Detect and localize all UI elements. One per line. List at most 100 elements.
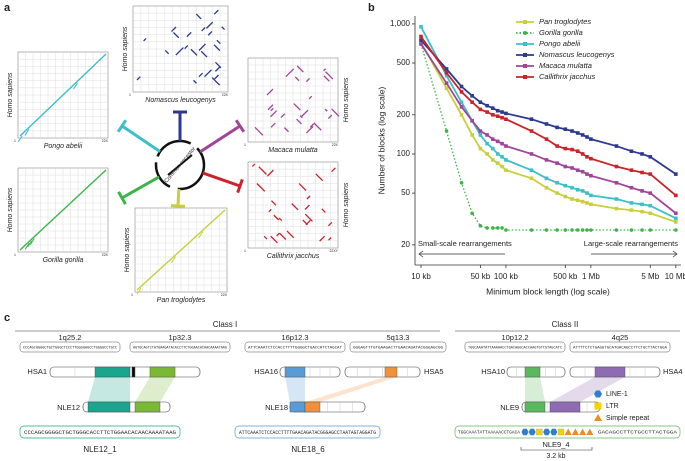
data-point xyxy=(490,226,495,230)
tree-branch xyxy=(202,171,241,188)
data-point xyxy=(459,112,464,117)
species-label: Pongo abelii xyxy=(44,143,83,150)
alignment-segment xyxy=(29,238,35,245)
data-point xyxy=(640,228,644,232)
x-tick-label: 500 kb xyxy=(553,272,578,281)
sequence: TGGCAAATATTAAAAACCTGACAGGCACCAAGTGTTGTAG… xyxy=(468,347,563,351)
alignment-segment xyxy=(136,76,141,81)
data-point xyxy=(500,226,504,230)
repeat-icon xyxy=(528,428,536,436)
alignment-segment xyxy=(221,26,226,31)
panel-label: b xyxy=(368,2,375,14)
legend-icon xyxy=(594,402,602,410)
data-point xyxy=(674,193,678,198)
data-point xyxy=(629,168,634,172)
alignment-segment xyxy=(298,183,307,191)
band-label: 5q13.3 xyxy=(387,333,410,342)
annotation: Large-scale rearrangements xyxy=(584,239,678,248)
axis-species-label: Homo sapiens xyxy=(7,72,14,117)
annotation: Small-scale rearrangements xyxy=(418,239,512,248)
axis-species-label: Homo sapiens xyxy=(343,182,350,227)
alignment-segment xyxy=(313,122,322,131)
legend-label: Pongo abelii xyxy=(539,39,581,48)
tree-branch xyxy=(121,175,160,200)
alignment-segment xyxy=(308,95,313,100)
data-point xyxy=(589,193,593,198)
axis-start-label: 1 xyxy=(129,93,131,97)
x-tick-label: 10 Mb xyxy=(665,272,685,281)
data-point xyxy=(478,100,483,104)
data-point xyxy=(629,201,634,205)
alignment-segment xyxy=(213,44,221,52)
synteny-block xyxy=(284,366,306,378)
synteny-block xyxy=(524,401,546,413)
alignment-segment xyxy=(171,256,176,263)
data-point xyxy=(629,149,634,153)
x-tick-label: 100 kb xyxy=(494,272,519,281)
repeat-icon xyxy=(571,428,579,435)
data-point xyxy=(589,137,593,141)
nle-label: NLE18 xyxy=(265,403,288,412)
data-point xyxy=(500,155,504,159)
alignment-segment xyxy=(198,72,204,78)
data-point xyxy=(495,152,500,156)
alignment-segment xyxy=(293,103,301,111)
band-label: 1q25.2 xyxy=(59,333,82,342)
alignment-segment xyxy=(315,173,324,182)
x-tick-label: 5 Mb xyxy=(641,272,659,281)
synteny-block xyxy=(384,366,398,378)
data-point xyxy=(495,108,500,113)
sequence: CCCAGCGGGGCTGCTGGGCTCCCTTGGGGAGCCTGGGGCC… xyxy=(23,347,118,351)
data-point xyxy=(614,206,619,211)
data-point xyxy=(444,86,449,91)
tree-tip xyxy=(117,191,127,205)
chromosome-label: HSA5 xyxy=(424,367,444,376)
data-point xyxy=(485,141,489,146)
repeat-icon xyxy=(543,428,551,436)
data-point xyxy=(459,105,464,109)
data-point xyxy=(459,84,464,89)
synteny-block xyxy=(289,401,306,413)
alignment-segment xyxy=(321,208,326,213)
alignment-segment xyxy=(24,242,30,250)
species-label: Nomascus leucogenys xyxy=(145,97,216,104)
data-point xyxy=(580,152,585,156)
alignment-segment xyxy=(207,31,213,36)
data-point xyxy=(614,181,619,185)
legend-marker xyxy=(523,42,527,46)
data-point xyxy=(529,129,534,133)
alignment-segment xyxy=(266,88,274,96)
data-point xyxy=(500,110,504,114)
series-line xyxy=(420,42,677,223)
alignment-segment xyxy=(278,232,287,240)
data-point xyxy=(585,228,589,232)
species-label: Gorilla gorilla xyxy=(43,257,84,264)
synteny-block xyxy=(524,366,541,378)
alignment-segment xyxy=(280,113,286,119)
alignment-segment xyxy=(24,129,30,136)
alignment-segment xyxy=(268,208,272,213)
sequence-box xyxy=(244,341,346,353)
tree-branch xyxy=(176,188,181,207)
data-point xyxy=(570,185,574,190)
data-point xyxy=(648,228,653,232)
data-point xyxy=(495,139,500,144)
synteny-link xyxy=(525,377,545,402)
data-point xyxy=(504,111,508,116)
product-label: NLE9_4 xyxy=(542,440,569,449)
legend-icon xyxy=(594,390,602,398)
data-point xyxy=(444,67,449,71)
data-point xyxy=(478,129,483,133)
alignment-diagonal xyxy=(19,53,107,137)
alignment-segment xyxy=(306,195,311,200)
data-point xyxy=(504,158,508,162)
sequence: ATTCAAATCTCCACCTTTTGAACAGATACGGGAGCCTAAT… xyxy=(239,430,376,436)
data-point xyxy=(589,202,593,207)
nle-label: NLE12 xyxy=(57,403,80,412)
synteny-link xyxy=(88,377,130,402)
alignment-segment xyxy=(291,203,299,211)
sequence: ATTCAAATCTCCACCTTTTGGGGCTGACCATCTAGCAT xyxy=(248,347,343,351)
data-point xyxy=(585,191,589,195)
data-point xyxy=(478,107,483,112)
